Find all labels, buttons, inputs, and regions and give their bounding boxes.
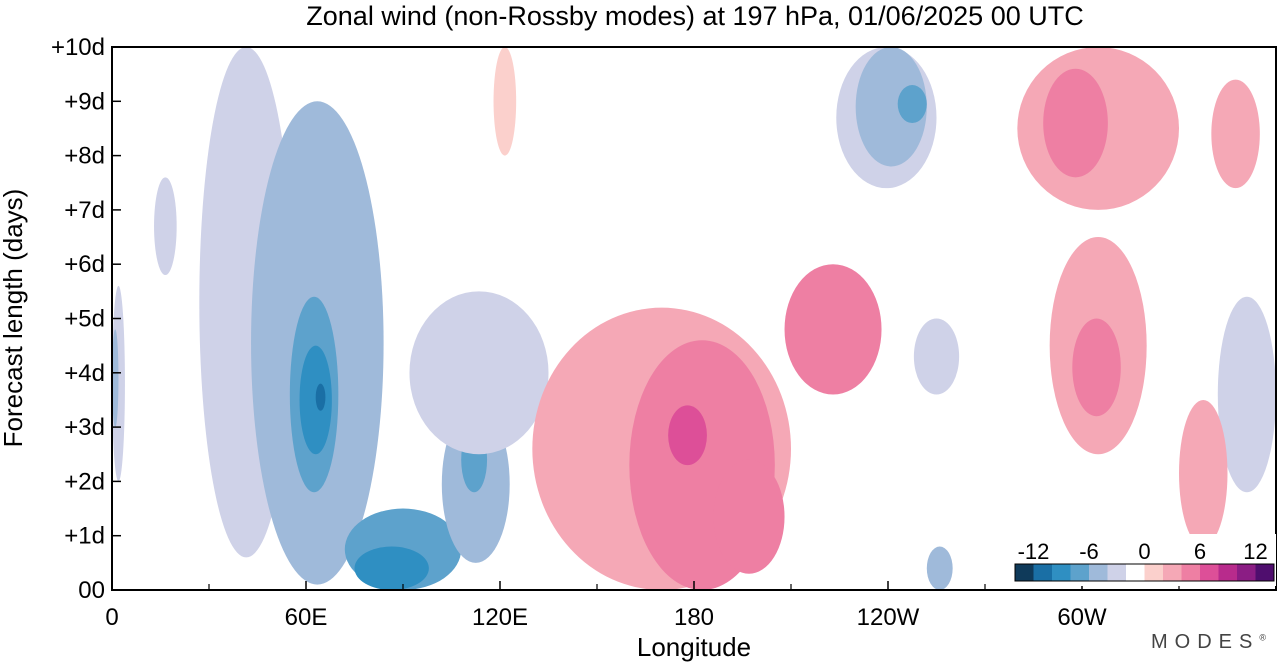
modes-logo: MODES® (1151, 631, 1266, 653)
colorbar: -12 -6 0 6 12 (1009, 534, 1276, 586)
x-tick-label-3: 180 (674, 604, 714, 631)
wind-region-27 (1072, 318, 1121, 417)
x-tick-label-5: 60W (1057, 604, 1107, 631)
colorbar-label-3: 6 (1194, 539, 1206, 564)
colorbar-swatch-3 (1070, 564, 1090, 581)
colorbar-swatch-1 (1033, 564, 1053, 581)
colorbar-label-0: -12 (1018, 539, 1050, 564)
y-tick-label-10: +10d (51, 34, 105, 61)
y-tick-label-3: +3d (64, 414, 105, 441)
wind-region-9 (409, 291, 549, 455)
chart-title: Zonal wind (non-Rossby modes) at 197 hPa… (306, 1, 1083, 31)
wind-region-28 (1211, 79, 1260, 189)
colorbar-swatch-12 (1237, 564, 1256, 581)
colorbar-swatch-8 (1163, 564, 1182, 581)
colorbar-swatch-6 (1126, 564, 1145, 581)
y-tick-label-1: +1d (64, 523, 105, 550)
x-tick-label-0: 0 (105, 604, 118, 631)
wind-region-4 (315, 383, 326, 411)
colorbar-swatch-5 (1107, 564, 1127, 581)
colorbar-swatch-0 (1015, 564, 1034, 581)
wind-region-11 (112, 329, 119, 428)
y-axis-label: Forecast length (days) (0, 189, 28, 448)
x-tick-label-4: 120W (857, 604, 920, 631)
colorbar-swatch-4 (1089, 564, 1108, 581)
colorbar-swatch-2 (1052, 564, 1071, 581)
wind-anomaly-regions (112, 47, 1276, 590)
wind-region-23 (713, 459, 785, 574)
wind-region-3 (299, 345, 332, 455)
colorbar-swatch-13 (1255, 564, 1275, 581)
axes: 0 60E 120E 180 120W 60W 00 +1d +2d +3d +4d +5d +6d +7… (51, 34, 1180, 631)
wind-region-6 (354, 546, 429, 590)
y-tick-label-6: +6d (64, 251, 105, 278)
colorbar-frame (1014, 563, 1275, 582)
colorbar-swatch-10 (1200, 564, 1219, 581)
colorbar-label-4: 12 (1243, 539, 1267, 564)
wind-region-15 (897, 85, 927, 124)
wind-region-16 (1217, 296, 1276, 493)
y-tick-label-0: 00 (78, 577, 105, 604)
x-tick-label-1: 60E (285, 604, 328, 631)
x-axis-label: Longitude (637, 632, 751, 662)
wind-region-22 (784, 264, 882, 395)
y-tick-label-7: +7d (64, 197, 105, 224)
wind-region-18 (926, 546, 953, 590)
y-tick-label-2: +2d (64, 468, 105, 495)
wind-region-17 (913, 318, 960, 395)
y-tick-label-9: +9d (64, 88, 105, 115)
wind-region-14 (855, 47, 927, 167)
x-tick-label-2: 120E (472, 604, 528, 631)
colorbar-swatch-11 (1218, 564, 1238, 581)
wind-region-21 (668, 405, 707, 466)
wind-region-25 (1043, 68, 1108, 178)
y-tick-label-4: +4d (64, 360, 105, 387)
wind-region-30 (1179, 399, 1228, 547)
colorbar-label-2: 0 (1138, 539, 1150, 564)
colorbar-swatch-7 (1144, 564, 1164, 581)
wind-region-29 (493, 47, 517, 156)
wind-region-12 (154, 177, 177, 276)
y-tick-label-5: +5d (64, 306, 105, 333)
colorbar-label-1: -6 (1079, 539, 1099, 564)
y-tick-label-8: +8d (64, 143, 105, 170)
colorbar-swatch-9 (1181, 564, 1201, 581)
